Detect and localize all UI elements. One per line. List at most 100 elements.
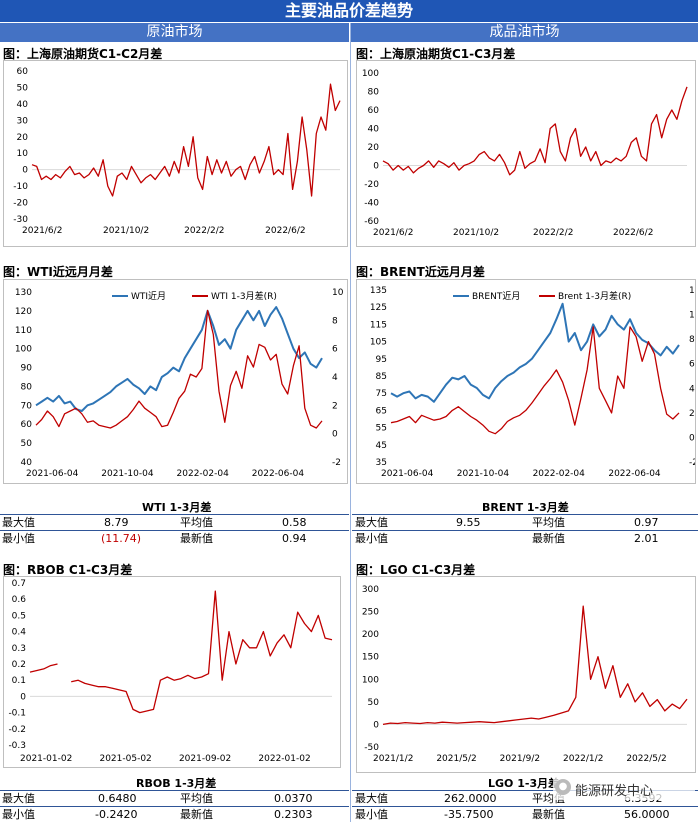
y-tick-label: 20	[368, 143, 380, 153]
series-line	[35, 309, 323, 429]
stats-row: 最大值 8.79 平均值 0.58	[0, 514, 349, 530]
latest-value: 0.2303	[274, 808, 313, 821]
y-tick-label: 10	[17, 149, 29, 159]
y-tick-label: 20	[17, 133, 29, 143]
y-right-tick-label: 2	[689, 409, 695, 419]
max-value: 9.55	[456, 516, 481, 529]
y-tick-label: 80	[21, 382, 33, 392]
y-right-tick-label: 12	[689, 286, 695, 296]
x-tick-label: 2022/2/2	[533, 228, 573, 238]
x-tick-label: 2021/5/2	[436, 754, 476, 764]
stats-row: 最小值 最新值 2.01	[352, 530, 698, 546]
y-tick-label: 70	[21, 401, 33, 411]
x-tick-label: 2021-05-02	[99, 754, 151, 764]
y-tick-label: 0.5	[12, 611, 26, 621]
latest-label: 最新值	[532, 808, 565, 821]
x-tick-label: 2021/10/2	[453, 228, 499, 238]
y-right-tick-label: 6	[689, 360, 695, 370]
latest-value: 56.0000	[624, 808, 670, 821]
x-tick-label: 2022-06-04	[608, 469, 661, 479]
y-tick-label: 50	[368, 698, 380, 708]
series-line	[35, 306, 323, 412]
caption-sc-c1c3: 图：上海原油期货C1-C3月差	[356, 47, 516, 61]
y-tick-label: 30	[17, 116, 29, 126]
x-tick-label: 2022/6/2	[265, 226, 305, 236]
y-tick-label: 85	[376, 372, 387, 382]
stats-title: LGO 1-3月差	[488, 777, 560, 790]
avg-label: 平均值	[180, 516, 213, 529]
y-tick-label: 130	[15, 288, 32, 298]
chart-sc-c1c2: 60 50 40 30 20 10 0 -10 -20 -30 2021/6/2 2021/10/2 2…	[3, 60, 348, 247]
legend-label: Brent 1-3月差(R)	[558, 290, 631, 302]
min-label: 最小值	[2, 532, 35, 545]
latest-value: 0.94	[282, 532, 307, 545]
stats-row: 最小值 -0.2420 最新值 0.2303	[0, 806, 349, 822]
x-tick-label: 2022/6/2	[613, 228, 653, 238]
x-tick-label: 2022-02-04	[177, 469, 230, 479]
y-tick-label: 0.4	[12, 628, 27, 638]
y-tick-label: 200	[362, 630, 379, 640]
y-right-tick-label: 0	[332, 430, 338, 440]
chart-brent: 135 125 115 105 95 85 75 65 55 45 35 12 10 8 6 4 2 0 -2 202…	[356, 279, 698, 484]
watermark-text: 能源研发中心	[575, 784, 654, 799]
x-tick-label: 2022/1/2	[563, 754, 603, 764]
avg-value: 0.97	[634, 516, 659, 529]
y-tick-label: 60	[368, 106, 380, 116]
y-tick-label: 135	[370, 286, 387, 296]
y-tick-label: 60	[21, 420, 33, 430]
x-tick-label: 2021/1/2	[373, 754, 413, 764]
max-label: 最大值	[2, 516, 35, 529]
divider	[350, 23, 351, 822]
x-tick-label: 2021-01-02	[20, 754, 72, 764]
chart-wti: 130 120 110 100 90 80 70 60 50 40 10 8 6 4 2 0 -2 2021-06…	[3, 279, 348, 484]
y-right-tick-label: -2	[332, 458, 341, 468]
y-tick-label: 35	[376, 458, 387, 468]
stats-row: 最小值 -35.7500 最新值 56.0000	[352, 806, 698, 822]
min-value: -35.7500	[444, 808, 494, 821]
section-products: 成品油市场	[351, 23, 698, 42]
y-tick-label: 65	[376, 406, 387, 416]
legend-label: WTI 1-3月差(R)	[211, 290, 277, 302]
y-tick-label: 100	[362, 69, 379, 79]
y-tick-label: 40	[21, 458, 33, 468]
y-right-tick-label: 8	[332, 316, 338, 326]
min-label: 最小值	[355, 532, 388, 545]
caption-rbob: 图：RBOB C1-C3月差	[3, 563, 133, 577]
y-tick-label: -0.3	[8, 741, 26, 751]
stats-row: 最大值 9.55 平均值 0.97	[352, 514, 698, 530]
y-tick-label: 0.1	[12, 676, 26, 686]
x-tick-label: 2022/2/2	[184, 226, 224, 236]
y-tick-label: -20	[13, 199, 28, 209]
latest-value: 2.01	[634, 532, 659, 545]
stats-title: RBOB 1-3月差	[136, 777, 217, 790]
series-line	[382, 86, 688, 176]
y-tick-label: 115	[370, 320, 387, 330]
x-tick-label: 2021-06-04	[381, 469, 434, 479]
avg-value: 0.0370	[274, 792, 313, 805]
y-tick-label: 125	[370, 303, 387, 313]
x-tick-label: 2021/9/2	[500, 754, 540, 764]
caption-lgo: 图：LGO C1-C3月差	[356, 563, 476, 577]
y-right-tick-label: 10	[332, 288, 344, 298]
y-tick-label: -40	[364, 199, 379, 209]
y-tick-label: 0	[20, 692, 26, 702]
latest-label: 最新值	[180, 808, 213, 821]
stats-wti: WTI 1-3月差 最大值 8.79 平均值 0.58 最小值 (11.74) …	[0, 497, 349, 549]
y-tick-label: 60	[17, 67, 29, 77]
series-line	[29, 590, 333, 714]
min-label: 最小值	[2, 808, 35, 821]
x-tick-label: 2022-01-02	[258, 754, 310, 764]
y-right-tick-label: 10	[689, 311, 695, 321]
y-tick-label: 90	[21, 364, 33, 374]
page-title: 主要油品价差趋势	[0, 0, 698, 22]
chart-lgo: 300 250 200 150 100 50 0 -50 2021/1/2 2021/5/2 202…	[356, 576, 696, 773]
wechat-icon: ●	[555, 779, 571, 795]
caption-brent: 图：BRENT近远月月差	[356, 265, 485, 279]
y-tick-label: 0.3	[12, 644, 26, 654]
y-tick-label: 45	[376, 441, 387, 451]
y-tick-label: 250	[362, 608, 379, 618]
series-line	[390, 302, 680, 403]
max-label: 最大值	[2, 792, 35, 805]
x-tick-label: 2021-10-04	[101, 469, 154, 479]
x-tick-label: 2021/6/2	[373, 228, 413, 238]
